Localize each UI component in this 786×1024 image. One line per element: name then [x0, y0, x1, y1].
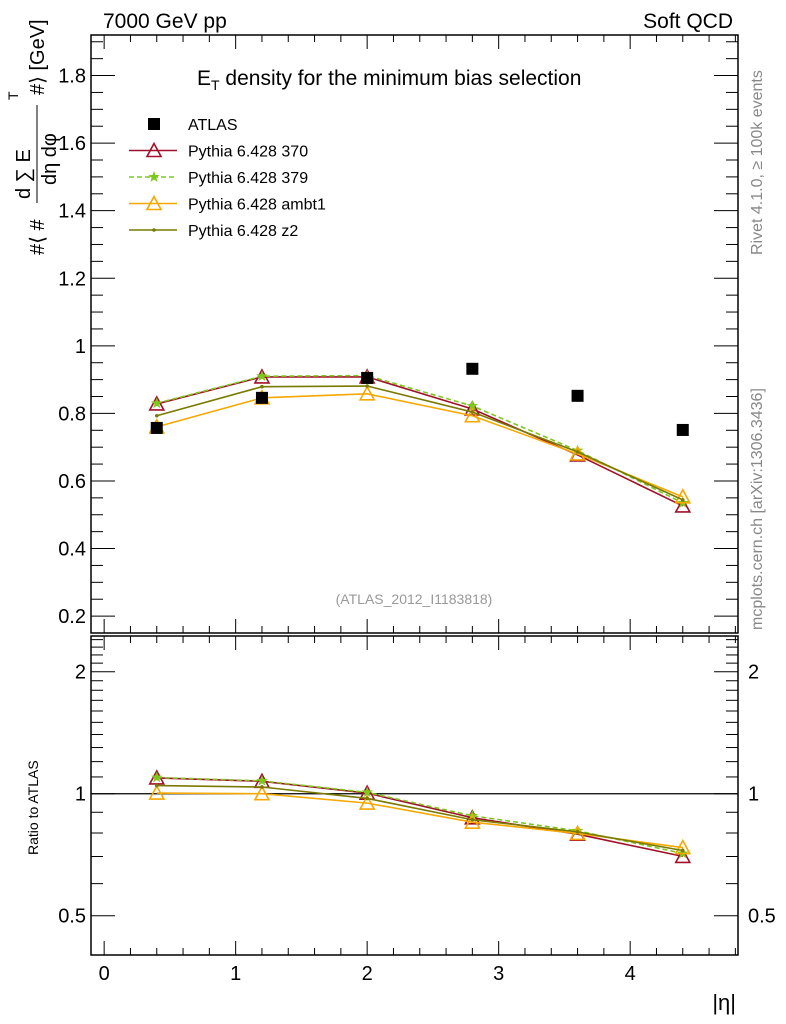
ratio-y-tick-label: 2	[75, 662, 86, 684]
ratio-point	[365, 796, 369, 801]
data-point	[361, 371, 374, 384]
y-label-denominator: dη dφ	[39, 133, 61, 185]
ratio-line	[156, 777, 683, 858]
ratio-y-tick-label-right: 2	[748, 662, 759, 684]
data-point	[151, 397, 163, 409]
ratio-point	[674, 838, 692, 855]
data-point	[260, 384, 264, 389]
ratio-point	[256, 774, 268, 786]
ratio-point	[260, 785, 264, 789]
data-point	[154, 413, 159, 418]
data-point	[365, 384, 369, 388]
y-label-subscript: T	[5, 91, 21, 100]
series-pythia-6-428-379	[151, 369, 689, 859]
series-line	[156, 376, 684, 507]
legend: ATLAS Pythia 6.428 370 Pythia 6.428 379 Pyt…	[129, 117, 326, 240]
data-point	[571, 389, 584, 402]
data-point	[674, 497, 692, 513]
ratio-point	[253, 785, 271, 801]
x-axis-label: |η|	[712, 990, 736, 1015]
data-point	[255, 391, 268, 404]
legend-label: Pythia 6.428 z2	[188, 223, 298, 240]
data-point	[256, 370, 268, 382]
series-line	[156, 385, 684, 501]
rivet-label: Rivet 4.1.0, ≥ 100k events	[749, 70, 766, 255]
y-tick-label: 0.6	[58, 471, 86, 493]
header-left: 7000 GeV pp	[103, 10, 227, 33]
ratio-point	[151, 771, 163, 783]
y-tick-label: 0.4	[58, 539, 86, 561]
data-point	[676, 423, 689, 436]
x-tick-label: 1	[230, 963, 241, 985]
series-atlas	[150, 362, 689, 436]
y-tick-label: 1.4	[58, 201, 86, 223]
legend-marker	[148, 118, 160, 130]
ratio-point	[575, 830, 580, 834]
ratio-line	[156, 784, 683, 852]
mcplots-label: mcplots.cern.ch [arXiv:1306.3436]	[749, 388, 766, 630]
ratio-point	[674, 847, 692, 864]
y-tick-label: 1.6	[58, 133, 86, 155]
ratio-point	[464, 809, 481, 825]
top-frame	[90, 34, 739, 634]
data-point	[674, 488, 692, 504]
y-tick-label: 0.2	[58, 606, 86, 628]
data-point	[680, 498, 685, 502]
ratio-y-axis-label: Ratio to ATLAS	[25, 760, 41, 855]
data-point	[575, 450, 580, 454]
data-point	[466, 400, 479, 411]
legend-label: Pythia 6.428 379	[188, 170, 308, 187]
series-line	[156, 392, 684, 498]
legend-label: ATLAS	[188, 117, 238, 134]
ratio-point	[680, 848, 685, 853]
y-label-open: #⟨ #	[27, 219, 49, 255]
watermark: (ATLAS_2012_I1183818)	[336, 591, 493, 607]
ratio-line	[156, 776, 683, 855]
ratio-point	[470, 817, 475, 822]
ratio-point	[148, 784, 166, 800]
chart-title: ET density for the minimum bias selectio…	[197, 67, 581, 93]
x-tick-label: 2	[362, 963, 373, 985]
legend-marker	[152, 228, 156, 232]
ratio-point	[361, 786, 373, 798]
ratio-frame	[90, 635, 739, 956]
y-tick-label: 0.8	[58, 403, 86, 425]
x-tick-label: 0	[99, 963, 110, 985]
series-pythia-6-428-z2	[154, 384, 685, 853]
ratio-y-tick-label-right: 1	[748, 784, 759, 806]
ratio-y-tick-label: 0.5	[58, 906, 86, 928]
ratio-point	[358, 794, 376, 810]
x-tick-label: 4	[625, 963, 636, 985]
y-tick-label: 1.2	[58, 268, 86, 290]
y-label-close: #⟩ [GeV]	[27, 19, 49, 95]
y-tick-label: 1	[75, 336, 86, 358]
data-point	[571, 444, 584, 456]
data-point	[466, 362, 479, 375]
x-tick-label: 3	[493, 963, 504, 985]
data-point	[464, 407, 481, 423]
y-axis-label: #⟨ # d ∑ E Tdη dφ #⟩ [GeV]	[5, 19, 61, 255]
legend-marker	[148, 171, 160, 182]
data-point	[150, 421, 163, 434]
y-label-numerator: d ∑ E	[13, 149, 35, 199]
data-point	[470, 410, 475, 414]
y-tick-label: 1.8	[58, 66, 86, 88]
series-pythia-6-428-370	[148, 368, 692, 864]
ratio-y-tick-label: 1	[75, 784, 86, 806]
legend-marker	[145, 194, 163, 211]
legend-marker	[145, 141, 163, 158]
header-right: Soft QCD	[643, 10, 733, 33]
series-pythia-6-428-ambt1	[148, 385, 692, 855]
legend-label: Pythia 6.428 370	[188, 144, 308, 161]
data-point	[148, 395, 166, 411]
ratio-point	[154, 783, 159, 788]
data-point	[358, 385, 376, 401]
ratio-y-tick-label-right: 0.5	[748, 906, 776, 928]
legend-label: Pythia 6.428 ambt1	[188, 197, 326, 214]
ratio-point	[464, 813, 481, 829]
